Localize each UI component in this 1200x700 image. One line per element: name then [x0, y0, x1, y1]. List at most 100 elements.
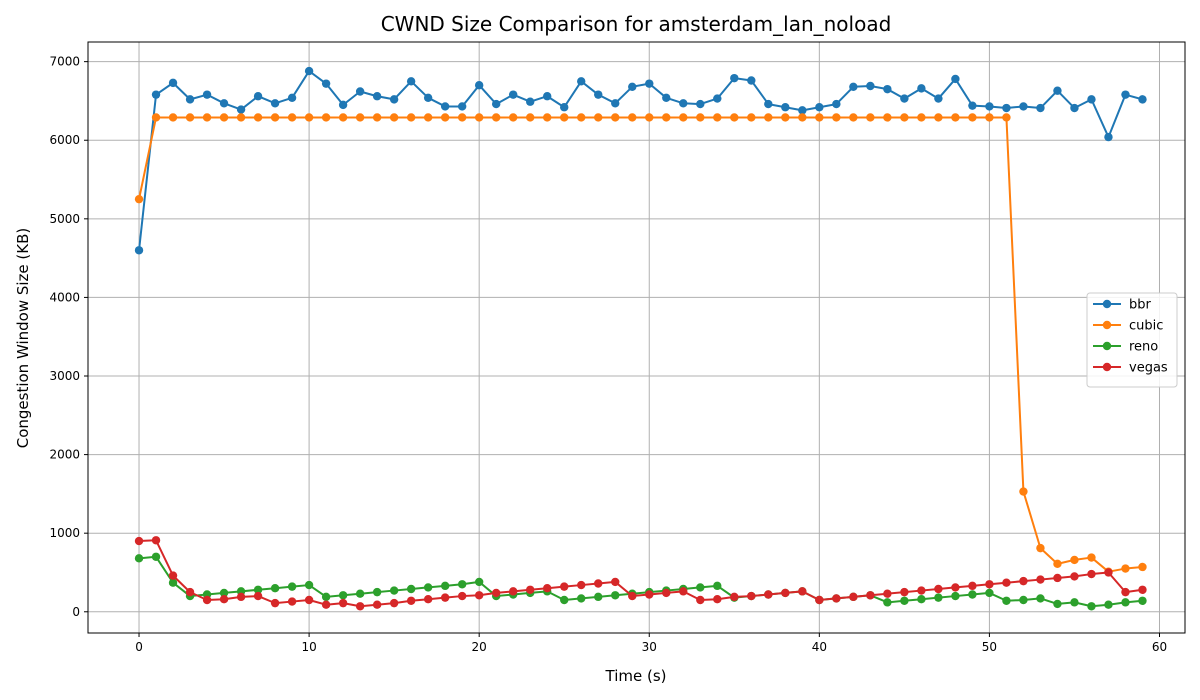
- data-point-cubic: [594, 113, 603, 122]
- data-point-bbr: [594, 90, 603, 99]
- y-tick-label: 4000: [49, 290, 80, 304]
- data-point-bbr: [423, 93, 433, 102]
- series-line-cubic: [138, 116, 1143, 573]
- data-point-bbr: [1070, 103, 1079, 113]
- legend-marker: [1102, 320, 1112, 330]
- data-point-cubic: [1002, 113, 1011, 122]
- data-point-bbr: [798, 106, 807, 115]
- data-point-vegas: [508, 587, 518, 596]
- data-point-cubic: [577, 113, 586, 122]
- data-point-vegas: [202, 595, 212, 605]
- legend-marker: [1102, 299, 1112, 309]
- data-point-vegas: [696, 595, 705, 605]
- data-point-vegas: [781, 588, 790, 598]
- data-point-cubic: [1053, 559, 1062, 569]
- data-point-bbr: [287, 93, 297, 102]
- data-point-reno: [1053, 599, 1062, 609]
- data-point-cubic: [236, 113, 246, 122]
- x-tick-label: 40: [812, 640, 827, 654]
- legend-marker: [1102, 362, 1112, 372]
- data-point-cubic: [628, 113, 637, 122]
- data-point-cubic: [457, 113, 467, 122]
- legend-item-bbr: bbr: [1093, 298, 1152, 313]
- data-point-bbr: [168, 78, 178, 88]
- y-tick-label: 6000: [49, 133, 80, 147]
- data-point-vegas: [764, 590, 773, 599]
- data-point-cubic: [917, 113, 926, 122]
- data-point-cubic: [611, 113, 620, 122]
- data-point-bbr: [560, 103, 569, 112]
- data-point-bbr: [645, 79, 654, 88]
- data-point-vegas: [423, 595, 433, 604]
- data-point-reno: [151, 552, 161, 561]
- data-point-cubic: [747, 113, 756, 122]
- data-point-bbr: [457, 102, 467, 111]
- x-tick-label: 30: [642, 640, 657, 654]
- data-point-bbr: [849, 82, 858, 91]
- data-point-vegas: [883, 589, 892, 598]
- data-point-vegas: [645, 590, 654, 599]
- data-point-cubic: [781, 113, 790, 122]
- y-axis-ticks: 0 1000 2000 3000 4000 5000 6000 7000: [49, 55, 88, 619]
- data-point-reno: [1087, 602, 1096, 611]
- legend-item-reno: reno: [1093, 340, 1158, 355]
- data-point-vegas: [1138, 585, 1147, 594]
- data-point-bbr: [883, 84, 892, 94]
- data-point-vegas: [474, 591, 484, 600]
- data-point-reno: [372, 587, 382, 597]
- x-tick-label: 50: [982, 640, 997, 654]
- data-point-vegas: [304, 595, 314, 605]
- x-tick-label: 0: [135, 640, 143, 654]
- data-point-bbr: [219, 99, 229, 108]
- data-point-vegas: [849, 592, 858, 602]
- data-point-bbr: [764, 99, 773, 109]
- legend-box: [1086, 292, 1178, 388]
- data-point-vegas: [440, 593, 450, 602]
- data-point-vegas: [900, 587, 909, 597]
- data-point-bbr: [1087, 95, 1096, 104]
- data-point-bbr: [951, 74, 960, 84]
- data-point-reno: [287, 582, 297, 591]
- data-point-vegas: [951, 583, 960, 592]
- data-point-reno: [423, 583, 433, 592]
- data-point-vegas: [1087, 569, 1096, 579]
- data-point-bbr: [440, 102, 450, 111]
- data-point-vegas: [253, 591, 263, 601]
- data-point-vegas: [219, 595, 229, 604]
- data-point-vegas: [406, 596, 416, 605]
- data-point-bbr: [543, 92, 552, 101]
- data-point-reno: [304, 580, 314, 590]
- y-tick-label: 7000: [49, 55, 80, 69]
- plot-frame: [87, 41, 1186, 634]
- data-point-vegas: [1053, 573, 1062, 583]
- data-point-vegas: [457, 591, 467, 601]
- data-point-bbr: [985, 102, 994, 111]
- data-point-reno: [321, 592, 331, 602]
- data-point-bbr: [270, 99, 280, 108]
- legend-marker: [1102, 341, 1112, 351]
- grid-lines: [88, 42, 1185, 633]
- data-point-bbr: [866, 81, 875, 91]
- data-point-reno: [917, 595, 926, 604]
- data-point-cubic: [270, 113, 280, 122]
- data-point-bbr: [662, 93, 671, 102]
- x-axis-ticks: 0 10 20 30 40 50 60: [135, 633, 1167, 654]
- data-point-cubic: [1019, 487, 1028, 496]
- data-point-cubic: [440, 113, 450, 122]
- data-point-bbr: [406, 77, 416, 86]
- data-point-reno: [474, 577, 484, 587]
- data-point-bbr: [628, 82, 637, 91]
- data-point-bbr: [304, 66, 314, 76]
- data-point-bbr: [713, 94, 722, 103]
- data-point-cubic: [849, 113, 858, 122]
- data-point-vegas: [389, 598, 399, 608]
- x-tick-label: 60: [1152, 640, 1167, 654]
- data-point-vegas: [168, 571, 178, 580]
- legend-item-vegas: vegas: [1093, 361, 1168, 376]
- data-point-reno: [253, 585, 263, 594]
- data-point-cubic: [168, 113, 178, 122]
- y-tick-label: 2000: [49, 448, 80, 462]
- data-point-cubic: [968, 113, 977, 122]
- data-point-cubic: [151, 113, 161, 122]
- data-point-cubic: [253, 113, 263, 122]
